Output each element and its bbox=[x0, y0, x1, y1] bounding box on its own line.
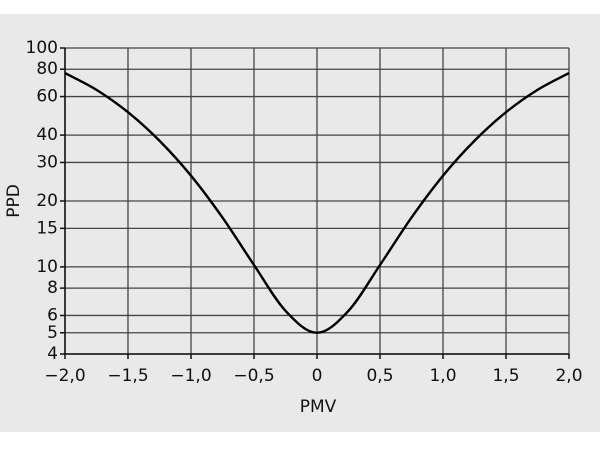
background bbox=[0, 14, 600, 432]
y-tick-label: 60 bbox=[36, 87, 58, 107]
y-tick-label: 8 bbox=[47, 278, 58, 298]
y-axis-label: PPD bbox=[4, 184, 24, 218]
x-tick-label: −1,5 bbox=[107, 366, 148, 386]
y-tick-label: 15 bbox=[36, 218, 58, 238]
y-tick-label: 10 bbox=[36, 257, 58, 277]
curve bbox=[64, 72, 570, 334]
x-tick-label: 2,0 bbox=[555, 366, 582, 386]
y-tick-label: 5 bbox=[47, 323, 58, 343]
x-tick-label: 1,0 bbox=[429, 366, 456, 386]
x-tick-label: 1,5 bbox=[492, 366, 519, 386]
y-tick-label: 6 bbox=[47, 305, 58, 325]
y-tick-label: 40 bbox=[36, 125, 58, 145]
x-tick-label: −1,0 bbox=[170, 366, 211, 386]
x-tick-label: 0,5 bbox=[366, 366, 393, 386]
x-axis-label: PMV bbox=[300, 397, 337, 417]
y-tick-label: 80 bbox=[36, 59, 58, 79]
x-tick-label: 0 bbox=[312, 366, 323, 386]
y-tick-label: 20 bbox=[36, 191, 58, 211]
y-tick-label: 4 bbox=[47, 344, 58, 364]
y-tick-label: 100 bbox=[26, 38, 58, 58]
x-tick-label: −0,5 bbox=[233, 366, 274, 386]
x-tick-label: −2,0 bbox=[44, 366, 85, 386]
y-tick-label: 30 bbox=[36, 152, 58, 172]
